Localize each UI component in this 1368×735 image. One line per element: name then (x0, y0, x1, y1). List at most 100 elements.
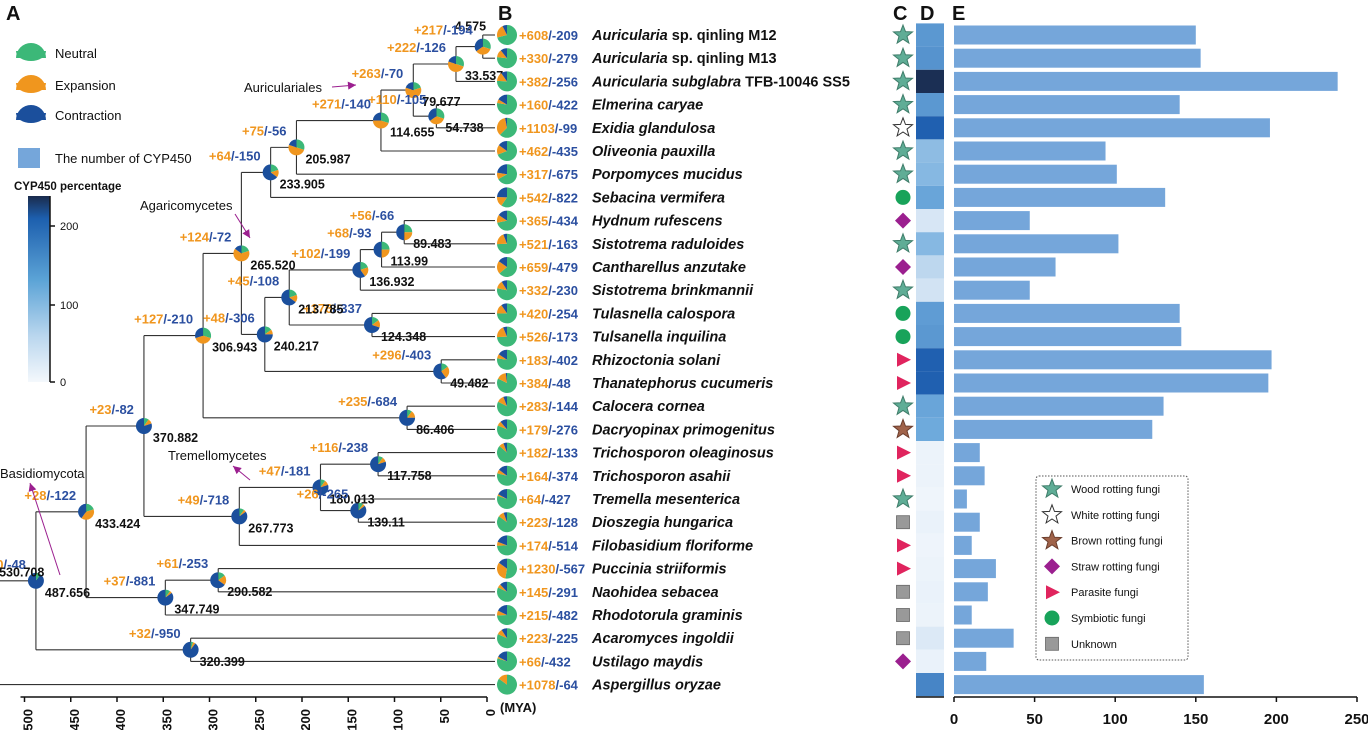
loss-value: /-254 (548, 306, 578, 321)
gain-value: +217 (414, 23, 443, 38)
gain-value: +526 (519, 330, 548, 345)
node-pie-n27-slice (190, 641, 194, 650)
gain-value: +235 (338, 394, 367, 409)
species-name: Ustilago maydis (592, 654, 703, 670)
bar (954, 605, 972, 625)
loss-value: /-337 (332, 301, 362, 316)
gain-value: +145 (519, 585, 548, 600)
bar (954, 280, 1030, 300)
gain-value: +110 (368, 92, 397, 107)
loss-value: /-82 (112, 402, 134, 417)
node-pie-n5-slice (380, 112, 389, 124)
node-pie-n4-slice (413, 82, 421, 91)
node-age-n18: 370.882 (153, 431, 198, 445)
panel-label-e: E (952, 3, 965, 25)
time-axis-label: 100 (391, 709, 406, 730)
gain-value: +68 (327, 226, 349, 241)
node-age-n14: 240.217 (274, 339, 319, 353)
tip-change: +183/-402 (519, 353, 578, 368)
tip-pie-4-slice (505, 117, 507, 128)
tip-change: +223/-128 (519, 515, 578, 530)
tip-pie-8-slice (497, 214, 507, 223)
colorbar-title: CYP450 percentage (14, 181, 121, 193)
loss-value: /-66 (372, 208, 394, 223)
species-name: Exidia glandulosa (592, 121, 715, 137)
node-pie-n5-slice (372, 112, 381, 121)
node-pie-n22-slice (239, 509, 246, 517)
tip-pie-13-slice (503, 326, 507, 337)
loss-value: /-256 (548, 74, 578, 89)
node-pie-n11 (363, 317, 380, 333)
time-axis-label: 0 (483, 709, 498, 716)
species-genus: Sistotrema raduloides (592, 237, 744, 253)
gain-value: +263 (352, 66, 381, 81)
loss-value: /-181 (281, 463, 311, 478)
node-change-n10: +102/-199 (291, 246, 350, 261)
node-pie-n15-slice (234, 245, 242, 254)
gain-value: +332 (519, 283, 548, 298)
bar (954, 675, 1204, 695)
loss-value: /-374 (548, 469, 578, 484)
tip-pie-13-slice (497, 327, 507, 338)
bar (954, 350, 1272, 370)
lifestyle-brown-star (1041, 529, 1063, 550)
species-genus: Puccinia striiformis (592, 562, 727, 578)
legend-a: Neutral Expansion Contraction The number of… (14, 43, 192, 389)
node-pie-n5-slice (372, 120, 389, 129)
node-pie-n2-slice (448, 56, 456, 64)
loss-value: /-279 (548, 51, 578, 66)
tip-change: +365/-434 (519, 214, 579, 229)
node-change-n3: +110/-105 (368, 92, 426, 107)
node-age-n1: 4.575 (455, 20, 486, 34)
bar (954, 559, 996, 579)
node-pie-n12-slice (289, 294, 298, 303)
node-age-n2: 33.537 (465, 69, 503, 83)
phylogenetic-tree: 4.575+217/-19433.537+222/-12654.738+110/… (0, 20, 536, 731)
tip-pie-23-slice (505, 558, 517, 579)
loss-value: /-56 (264, 123, 286, 138)
tip-pie-4-slice (497, 117, 507, 135)
heat-cell (916, 116, 944, 140)
lifestyle-parasite-triangle (897, 352, 911, 367)
node-pie-n20-slice (312, 479, 329, 496)
node-pie-n1 (474, 38, 491, 55)
lifestyle-legend-symbiotic: Symbiotic fungi (1071, 613, 1146, 625)
node-pie-n16-slice (407, 409, 412, 418)
node-pie-n16-slice (399, 409, 416, 426)
node-pie-n1-slice (474, 38, 483, 52)
bar (954, 327, 1182, 347)
node-pie-n12 (281, 289, 298, 306)
node-pie-n25-slice (165, 589, 171, 598)
clade-arrowhead (28, 483, 37, 492)
bar (954, 303, 1180, 323)
bar (954, 234, 1119, 254)
node-pie-n10 (352, 261, 369, 278)
loss-value: /-265 (319, 487, 349, 502)
node-change-n27: +32/-950 (129, 626, 181, 641)
lifestyle-straw-diamond (895, 212, 911, 229)
species-name: Dioszegia hungarica (592, 515, 733, 531)
node-age-n8: 89.483 (413, 237, 451, 251)
species-name: Auricularia sp. qinling M12 (591, 28, 777, 44)
node-pie-n9-slice (381, 241, 390, 250)
tip-pie-1 (497, 48, 518, 69)
tip-change: +160/-422 (519, 98, 578, 113)
tip-pie-3 (496, 94, 517, 115)
tip-pie-25-slice (497, 605, 517, 625)
node-pie-n7-slice (262, 164, 278, 181)
gain-value: +462 (519, 144, 548, 159)
node-age-n27: 320.399 (200, 655, 245, 669)
node-age-n21: 139.11 (367, 516, 405, 530)
lifestyle-straw-diamond (895, 259, 911, 275)
panel-label-d: D (920, 3, 934, 25)
gain-value: +164 (519, 469, 549, 484)
heat-cell (916, 626, 944, 650)
node-pie-n19-slice (378, 457, 386, 465)
lifestyle-parasite-triangle (897, 538, 911, 553)
loss-value: /-199 (321, 246, 351, 261)
clade-arrowhead (242, 229, 250, 238)
node-pie-n3-slice (428, 108, 437, 121)
gain-value: +330 (519, 51, 548, 66)
tip-pie-19-slice (497, 469, 507, 476)
bar (954, 118, 1270, 138)
